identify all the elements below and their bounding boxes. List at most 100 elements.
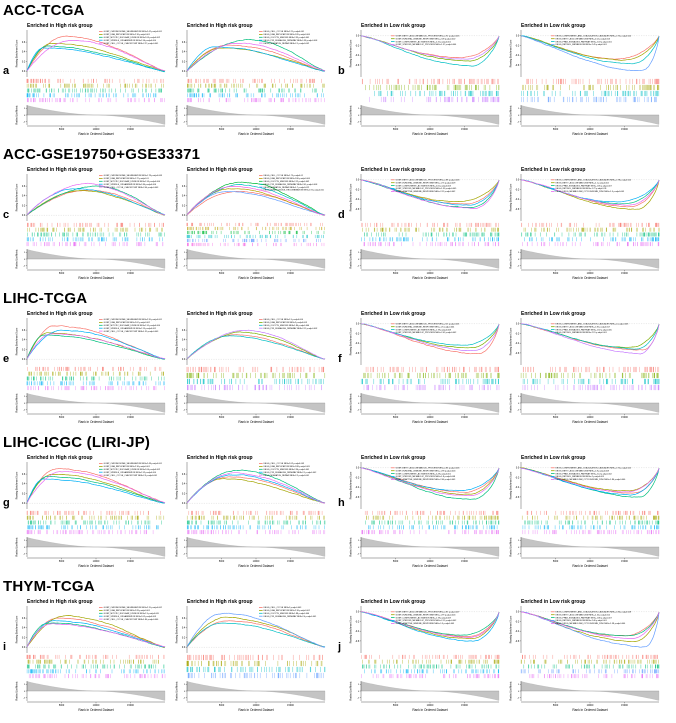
- svg-text:GOBP_FATTY_ACID_METABOLIC_PROC: GOBP_FATTY_ACID_METABOLIC_PROCESS NES=-2…: [396, 323, 461, 326]
- svg-text:0.6: 0.6: [22, 185, 26, 188]
- x-axis: 5000 10000 15000 Rank in Ordered Dataset: [361, 269, 499, 280]
- row-title-4: LIHC-ICGC (LIRI-JP): [3, 434, 151, 451]
- svg-text:KEGG_DNA_REPLICATION NES=1.86: KEGG_DNA_REPLICATION NES=1.86 p.adj=0.00…: [264, 177, 311, 180]
- svg-text:GOBP_COMPLEMENT_ACTIVATION NES: GOBP_COMPLEMENT_ACTIVATION NES=-1.78 p.a…: [396, 616, 452, 619]
- ranked-metric: 5 0 -5: [357, 393, 500, 413]
- ranked-metric: 5 0 -5: [183, 393, 326, 413]
- svg-text:15000: 15000: [461, 704, 468, 707]
- x-axis: 5000 10000 15000 Rank in Ordered Dataset: [521, 413, 659, 424]
- svg-text:5: 5: [518, 684, 520, 686]
- figure-row-5: THYM-TCGA i Enriched in High risk group 0.0…: [3, 578, 676, 722]
- svg-text:KEGG_DRUG_METABOLISM_CYTOCHROM: KEGG_DRUG_METABOLISM_CYTOCHROME_P450 NES…: [556, 478, 627, 481]
- svg-text:5000: 5000: [393, 128, 399, 131]
- es-axis: 0.0 -0.2 -0.4 -0.6: [355, 462, 499, 509]
- svg-text:GOBP_ADAPTIVE_IMMUNE_RESPONSE: GOBP_ADAPTIVE_IMMUNE_RESPONSE NES=-2.12 …: [396, 190, 457, 193]
- x-axis-label: Rank in Ordered Dataset: [78, 708, 113, 712]
- row-title-1: ACC-TCGA: [3, 2, 85, 19]
- svg-text:GOBP_STEROID_METABOLIC_PROCESS: GOBP_STEROID_METABOLIC_PROCESS NES=-1.8 …: [396, 475, 456, 478]
- svg-text:-0.2: -0.2: [515, 44, 520, 47]
- svg-text:GOBP_FATTY_ACID_METABOLIC_PROC: GOBP_FATTY_ACID_METABOLIC_PROCESS NES=-1…: [396, 467, 461, 470]
- svg-text:5: 5: [24, 396, 26, 398]
- svg-text:0.2: 0.2: [22, 348, 26, 351]
- svg-text:GOBP_STEROID_METABOLIC_PROCESS: GOBP_STEROID_METABOLIC_PROCESS NES=-1.97…: [396, 43, 458, 46]
- row-plots: c Enriched in High risk group 0.0 0.2 0.4 0.6…: [3, 163, 676, 288]
- figure-row-1: ACC-TCGA a Enriched in High risk group 0.0 0…: [3, 2, 676, 146]
- y-axis-label-rank: Ranked List Metric: [16, 681, 19, 701]
- svg-text:10000: 10000: [253, 128, 260, 131]
- svg-text:-0.6: -0.6: [515, 496, 520, 499]
- legend: GOBP_FATTY_ACID_METABOLIC_PROCESS NES=-1…: [391, 35, 460, 46]
- svg-text:10000: 10000: [587, 560, 594, 563]
- svg-text:0.0: 0.0: [356, 611, 360, 614]
- svg-text:0: 0: [24, 115, 26, 117]
- svg-text:-5: -5: [183, 266, 186, 268]
- svg-text:0.2: 0.2: [22, 60, 26, 63]
- es-axis: 0.0 -0.2 -0.4 -0.6: [515, 30, 659, 77]
- svg-text:0.4: 0.4: [182, 195, 186, 198]
- gsea-plot-g-2: Enriched in High risk group 0.0 0.2 0.4 0.6 K…: [173, 451, 331, 575]
- legend: GOBP_CHROMOSOME_SEGREGATION NES=1.78 p.a…: [99, 174, 163, 189]
- gsea-panel-svg: Enriched in Low risk group 0.0 -0.2 -0.4 -0.…: [510, 23, 660, 136]
- hit-ticks: [521, 78, 660, 103]
- x-axis: 5000 10000 15000 Rank in Ordered Dataset: [27, 557, 165, 568]
- svg-text:KEGG_PPAR_SIGNALING_PATHWAY NE: KEGG_PPAR_SIGNALING_PATHWAY NES=-2.18 p.…: [556, 40, 613, 43]
- svg-text:0.6: 0.6: [22, 41, 26, 44]
- svg-text:0.0: 0.0: [22, 70, 26, 73]
- legend: KEGG_CELL_CYCLE NES=2.21 p.adj=0.001KEGG…: [259, 31, 318, 45]
- svg-text:-0.4: -0.4: [355, 342, 360, 345]
- panel-letter-f: f: [338, 353, 342, 365]
- svg-text:15000: 15000: [461, 128, 468, 131]
- svg-text:-0.4: -0.4: [515, 486, 520, 489]
- svg-text:0: 0: [24, 403, 26, 405]
- y-axis-label-rank: Ranked List Metric: [16, 537, 19, 557]
- svg-text:-0.4: -0.4: [355, 630, 360, 633]
- hit-ticks: [520, 366, 660, 391]
- gsea-plot-b-2: Enriched in Low risk group 0.0 -0.2 -0.4 -0.…: [507, 19, 665, 143]
- y-axis-label-rank: Ranked List Metric: [16, 249, 19, 269]
- svg-text:GOBP_MITOTIC_NUCLEAR_DIVISION: GOBP_MITOTIC_NUCLEAR_DIVISION NES=1.9 p.…: [104, 612, 160, 615]
- x-axis-label: Rank in Ordered Dataset: [412, 276, 447, 280]
- es-axis: 0.0 0.2 0.4 0.6: [22, 318, 165, 365]
- svg-text:0.0: 0.0: [22, 358, 26, 361]
- x-axis-label: Rank in Ordered Dataset: [238, 276, 273, 280]
- svg-text:15000: 15000: [461, 416, 468, 419]
- svg-text:-5: -5: [517, 698, 520, 700]
- y-axis-label-es: Running Enrichment Score: [16, 615, 19, 643]
- svg-text:0.0: 0.0: [22, 214, 26, 217]
- panel-header: Enriched in High risk group: [27, 167, 93, 173]
- y-axis-label-es: Running Enrichment Score: [176, 183, 179, 211]
- svg-text:5000: 5000: [393, 416, 399, 419]
- svg-text:10000: 10000: [427, 416, 434, 419]
- gsea-plot-f-2: Enriched in Low risk group 0.0 -0.2 -0.4 -0.…: [507, 307, 665, 431]
- y-axis-label-rank: Ranked List Metric: [510, 105, 513, 125]
- es-axis: 0.0 -0.2 -0.4 -0.6: [355, 606, 499, 653]
- x-axis-label: Rank in Ordered Dataset: [572, 708, 607, 712]
- legend: KEGG_COMPLEMENT_AND_COAGULATION_CASCADES…: [551, 611, 632, 625]
- svg-text:5: 5: [184, 540, 186, 542]
- svg-text:GOBP_DNA_REPLICATION NES=2.18: GOBP_DNA_REPLICATION NES=2.18 p.adj=0.00…: [104, 33, 151, 36]
- y-axis-label-rank: Ranked List Metric: [510, 681, 513, 701]
- svg-text:5000: 5000: [59, 416, 65, 419]
- svg-text:5000: 5000: [59, 560, 65, 563]
- panel-header: Enriched in Low risk group: [361, 23, 425, 29]
- x-axis-label: Rank in Ordered Dataset: [572, 420, 607, 424]
- svg-text:0.0: 0.0: [22, 646, 26, 649]
- legend: GOBP_FATTY_ACID_METABOLIC_PROCESS NES=-1…: [391, 467, 461, 481]
- hit-ticks: [187, 78, 325, 103]
- x-axis-label: Rank in Ordered Dataset: [572, 564, 607, 568]
- svg-text:0.0: 0.0: [356, 35, 360, 38]
- svg-text:GOBP_CHROMOSOME_SEGREGATION NE: GOBP_CHROMOSOME_SEGREGATION NES=1.78 p.a…: [104, 174, 163, 177]
- panel-letter-g: g: [3, 497, 10, 509]
- svg-text:-5: -5: [517, 122, 520, 124]
- x-axis-label: Rank in Ordered Dataset: [78, 276, 113, 280]
- svg-text:-5: -5: [183, 410, 186, 412]
- ranked-metric: 5 0 -5: [517, 681, 660, 701]
- svg-text:15000: 15000: [127, 560, 134, 563]
- ranked-metric: 5 0 -5: [357, 681, 500, 701]
- svg-text:GOBP_STEROID_METABOLIC_PROCESS: GOBP_STEROID_METABOLIC_PROCESS NES=-2.02…: [396, 331, 458, 334]
- gsea-panel-svg: Enriched in High risk group 0.0 0.2 0.4 0.6 K…: [176, 167, 326, 280]
- gsea-plot-j-1: Enriched in Low risk group 0.0 -0.2 -0.4 -0.…: [347, 595, 505, 719]
- y-axis-label-es: Running Enrichment Score: [350, 471, 353, 499]
- hit-ticks: [187, 510, 326, 535]
- ranked-metric: 5 0 -5: [357, 249, 500, 269]
